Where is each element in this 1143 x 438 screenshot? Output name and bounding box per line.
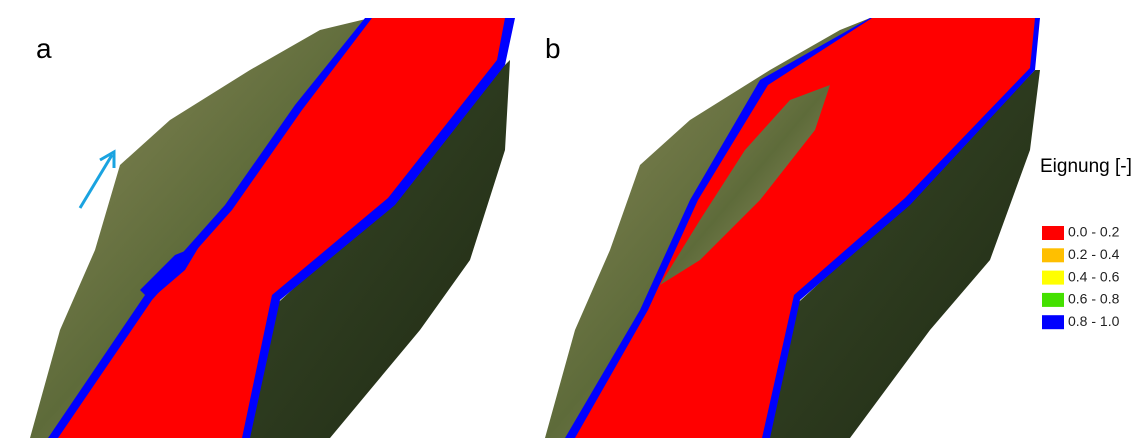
legend-swatch [1042, 293, 1064, 307]
map-panel-a: a [30, 18, 515, 438]
legend-label: 0.4 - 0.6 [1068, 268, 1120, 284]
figure: a b Eignung [-] 0.0 - 0.2 0.2 - 0.4 0.4 - … [0, 0, 1143, 438]
legend-label: 0.8 - 1.0 [1068, 313, 1120, 329]
legend-title: Eignung [-] [1040, 156, 1132, 177]
map-panel-b: b [545, 18, 1040, 438]
legend-swatch [1042, 271, 1064, 285]
arrow-shaft [80, 155, 112, 208]
legend-swatch [1042, 226, 1064, 240]
legend-swatch [1042, 315, 1064, 329]
legend-label: 0.6 - 0.8 [1068, 291, 1120, 307]
legend-label: 0.2 - 0.4 [1068, 246, 1120, 262]
legend-label: 0.0 - 0.2 [1068, 224, 1120, 240]
legend-swatch [1042, 248, 1064, 262]
panel-label: b [545, 33, 561, 64]
panel-label: a [36, 33, 52, 64]
legend: Eignung [-] 0.0 - 0.2 0.2 - 0.4 0.4 - 0.6 0… [1040, 156, 1132, 329]
